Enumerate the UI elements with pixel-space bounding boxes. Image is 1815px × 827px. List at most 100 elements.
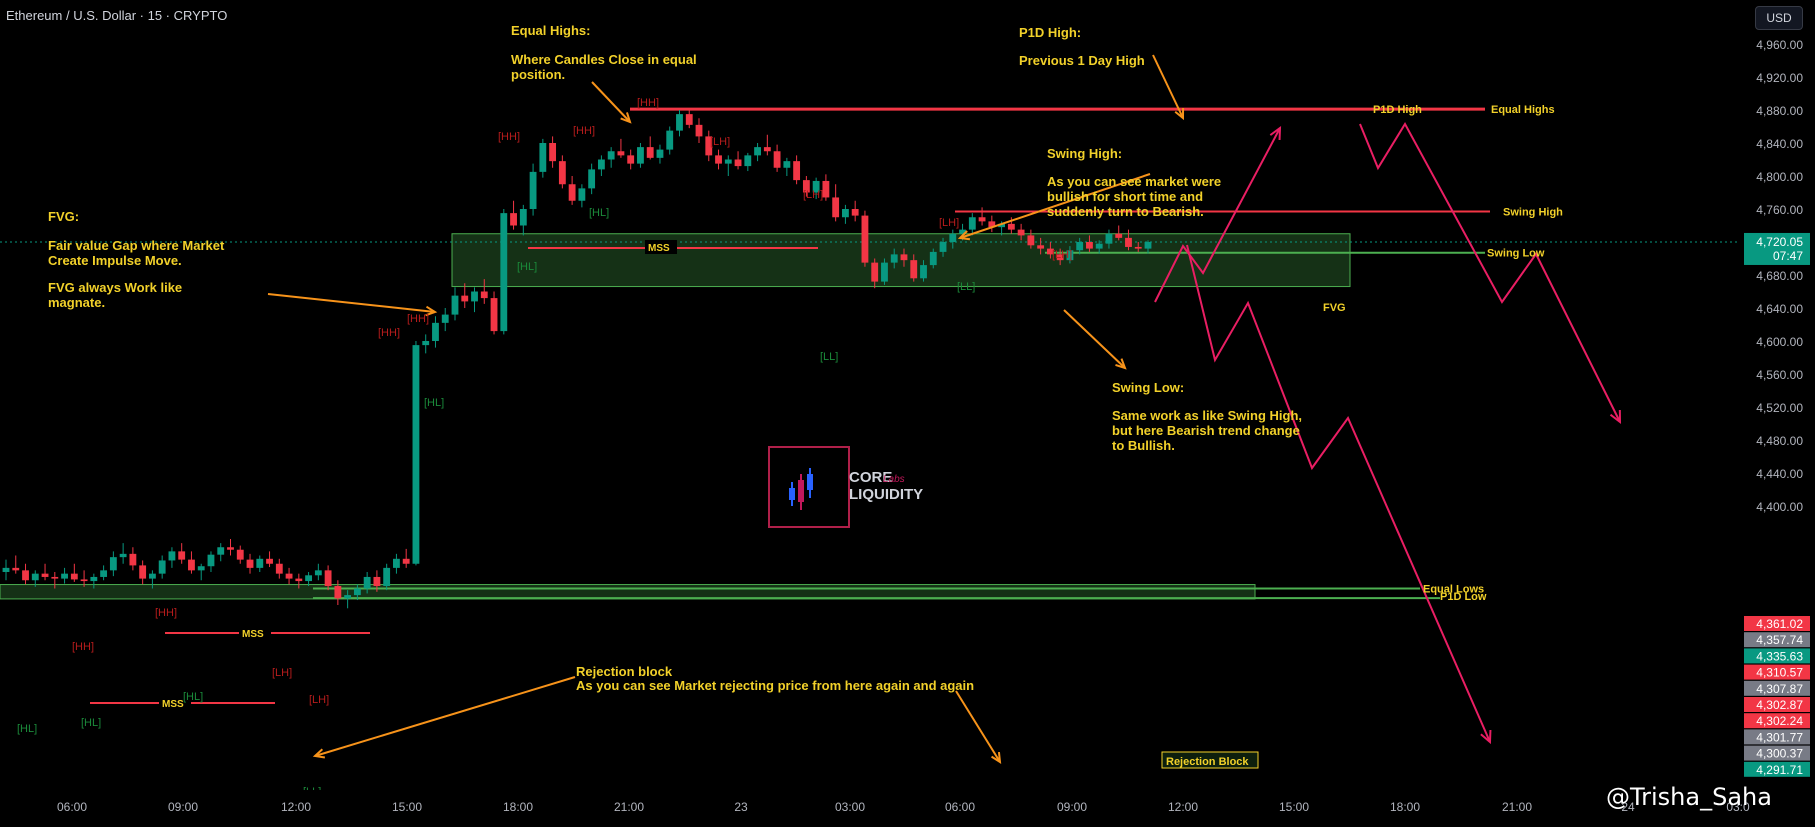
arrow-head [1115,358,1127,370]
p1d-low-label: P1D Low [1440,591,1487,603]
candle-body [2,567,10,572]
candle-body [939,242,947,252]
time-tick-label: 18:00 [1390,800,1420,814]
candle-body [744,155,752,167]
p1d-high-title: P1D High: [1019,25,1082,40]
candle-body [685,114,693,125]
time-tick-label: 12:00 [1168,800,1198,814]
currency-button[interactable]: USD [1755,6,1803,30]
candle-body [490,298,498,332]
annotation-arrow [1063,309,1126,369]
candle-body [705,136,713,156]
time-axis-background [0,790,1815,822]
price-badge [1744,713,1810,729]
p1d-high-label: P1D High [1373,104,1422,116]
equal-highs-body: Where Candles Close in equal position. [511,52,697,82]
price-tick-label: 4,960.00 [1756,38,1803,52]
candle-body [695,124,703,137]
rejection-title: Rejection block [576,664,673,679]
annotation-arrow [955,690,1001,763]
candle-body [90,576,98,582]
projection-arrowhead [1609,409,1622,425]
tag-lh: [LH] [803,189,823,201]
candle-body [471,291,478,302]
candle-body [178,551,186,560]
tag-hl: [HL] [183,691,203,703]
rejection-block-label: Rejection Block [1166,756,1249,768]
candle-body [246,559,254,568]
watermark: @Trisha_Saha [1606,783,1772,811]
price-tick-label: 4,400.00 [1756,500,1803,514]
price-tick-label: 4,800.00 [1756,170,1803,184]
candle-body [148,573,156,579]
candle-body [578,188,586,201]
candle-body [773,151,781,168]
swing-low-title: Swing Low: [1112,380,1185,395]
candle-body [285,573,293,579]
candle-body [393,558,400,568]
candle-body [500,213,508,332]
time-tick-label: 12:00 [281,800,311,814]
candle-body [80,579,88,582]
candle-body [188,559,195,571]
candle-body [929,251,937,266]
candle-body [851,209,859,216]
fvg-label: FVG [1323,302,1346,314]
projection-path [1154,127,1281,303]
price-badge-label: 4,361.02 [1756,617,1803,631]
annotation-arrow [591,81,631,123]
candle-body [812,180,820,193]
candle-body [802,180,810,193]
candle-body [588,169,596,189]
candle-body [1017,229,1025,236]
candle-body [1007,223,1015,230]
candle-body [597,159,605,170]
projection-path [1186,244,1491,743]
annotation-arrow [1152,54,1184,119]
logo-candles-icon [789,468,813,510]
tag-lh: [LH] [710,136,730,148]
price-badge [1744,745,1810,761]
price-badge [1744,664,1810,680]
candle-body [822,180,830,198]
price-badge [1744,648,1810,664]
candle-body [1095,243,1103,249]
mss-label-box [645,240,677,254]
rejection-block-label-box [1161,751,1259,769]
candle-body [832,197,840,218]
candle-body [656,149,664,158]
candle-body [783,161,791,168]
p1d-high-body: Previous 1 Day High [1019,53,1145,68]
candle-body [1027,235,1035,246]
swing-high-title: Swing High: [1047,146,1123,161]
price-badge-label: 4,302.87 [1756,698,1803,712]
candle-body [129,553,137,566]
tag-hl: [HL] [589,207,609,219]
candle-body [646,147,654,158]
time-tick-label: 21:00 [614,800,644,814]
tag-lh: [LH] [1052,249,1072,261]
current-price-value: 4,720.05 [1756,235,1803,249]
candle-body [334,586,342,599]
candle-body [529,171,537,209]
candle-body [119,553,127,558]
arrow-head [312,748,326,759]
candle-body [451,295,459,315]
candle-body [236,549,244,560]
candle-body [793,161,801,181]
tag-hh: [HH] [72,641,94,653]
projection-arrowhead [1480,729,1492,745]
tag-ll: [LL] [820,351,838,363]
tag-hl: [HL] [517,261,537,273]
candle-body [881,262,888,282]
candle-body [373,576,381,587]
candle-body [568,184,576,201]
candle-body [22,570,29,581]
time-tick-label: 24 [1621,800,1635,814]
candle-body [480,291,488,299]
swing-low-body: Same work as like Swing High, but here B… [1112,408,1303,453]
candle-body [890,254,898,263]
